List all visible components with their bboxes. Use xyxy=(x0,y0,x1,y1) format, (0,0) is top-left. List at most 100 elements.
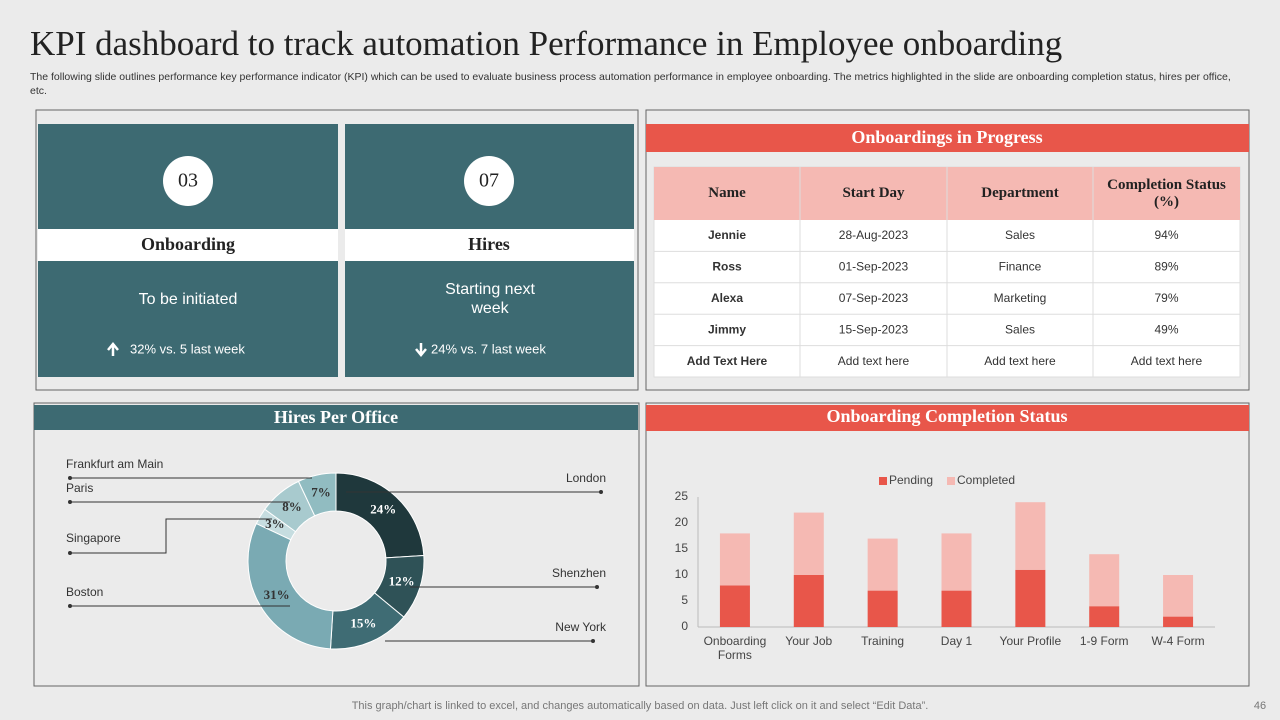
panel xyxy=(33,402,640,687)
table-cell: 01-Sep-2023 xyxy=(839,260,909,274)
column-header: Completion Status (%) xyxy=(1107,176,1226,210)
table-cell: Finance xyxy=(999,260,1042,274)
x-tick-label: Onboarding Forms xyxy=(703,634,767,662)
leader-dot xyxy=(591,639,595,643)
column-header: Department xyxy=(981,185,1059,201)
leader-dot xyxy=(68,551,72,555)
panel xyxy=(645,109,1250,391)
kpi-status: To be initiated xyxy=(139,291,238,308)
data-label: 24% xyxy=(370,502,396,517)
donut-slice xyxy=(297,472,337,517)
leader-line xyxy=(70,518,272,554)
bar-segment xyxy=(1163,575,1194,617)
table-cell: 79% xyxy=(1154,291,1178,305)
category-label: Singapore xyxy=(66,531,121,545)
bar-segment xyxy=(793,575,824,627)
x-tick-label: Your Job xyxy=(785,634,833,648)
table-cell: Sales xyxy=(1005,228,1035,242)
category-label: Shenzhen xyxy=(552,566,606,580)
x-tick-label: Your Profile xyxy=(999,634,1062,648)
bar-segment xyxy=(719,585,750,627)
panel xyxy=(645,402,1250,687)
card-bottom xyxy=(38,261,338,377)
bar-segment xyxy=(867,590,898,627)
legend-swatch xyxy=(947,477,955,485)
category-label: New York xyxy=(555,620,607,634)
category-label: Frankfurt am Main xyxy=(66,457,163,471)
up-arrow xyxy=(107,342,119,356)
chart-title: Hires Per Office xyxy=(274,407,398,427)
x-tick-label: Training xyxy=(861,634,905,648)
table-title: Onboardings in Progress xyxy=(851,127,1042,147)
data-label: 12% xyxy=(389,573,415,588)
page-number: 46 xyxy=(1254,700,1266,712)
number-circle xyxy=(464,156,514,206)
y-tick-label: 5 xyxy=(681,593,688,607)
legend-label: Pending xyxy=(889,473,933,487)
category-label: Paris xyxy=(66,481,93,495)
y-tick-label: 10 xyxy=(675,567,689,581)
table-cell: Add text here xyxy=(1131,354,1203,368)
table-cell: Jennie xyxy=(708,228,746,242)
legend-swatch xyxy=(879,477,887,485)
table-cell: 07-Sep-2023 xyxy=(839,291,909,305)
data-label: 15% xyxy=(350,615,376,630)
x-tick-label: Day 1 xyxy=(940,634,973,648)
table-cell: 94% xyxy=(1154,228,1178,242)
data-label: 8% xyxy=(282,499,302,514)
chart-header-bar xyxy=(646,405,1249,431)
card-band xyxy=(38,229,338,261)
bar-segment xyxy=(1015,569,1046,627)
table-cell: 28-Aug-2023 xyxy=(839,228,909,242)
chart-title: Onboarding Completion Status xyxy=(826,406,1067,426)
footer-note: This graph/chart is linked to excel, and… xyxy=(351,700,929,712)
column-header: Name xyxy=(708,185,746,201)
column-header: Start Day xyxy=(842,185,905,201)
subtitle: The following slide outlines performance… xyxy=(30,71,1231,97)
kpi-status: Starting next week xyxy=(445,281,535,317)
kpi-trend: 32% vs. 5 last week xyxy=(130,341,245,356)
bar-segment xyxy=(719,533,750,586)
card-band xyxy=(345,229,634,261)
table-cell: 49% xyxy=(1154,322,1178,336)
card-bottom xyxy=(345,261,634,377)
table-cell: Add text here xyxy=(984,354,1056,368)
kpi-number: 07 xyxy=(479,170,499,192)
y-tick-label: 25 xyxy=(675,489,689,503)
kpi-trend: 24% vs. 7 last week xyxy=(431,341,546,356)
bar-segment xyxy=(941,533,972,591)
category-label: London xyxy=(566,471,606,485)
y-tick-label: 0 xyxy=(681,619,688,633)
kpi-label: Hires xyxy=(468,234,510,254)
bar-segment xyxy=(941,590,972,627)
panel xyxy=(35,109,639,391)
data-label: 7% xyxy=(311,485,331,500)
leader-dot xyxy=(68,500,72,504)
x-tick-label: W-4 Form xyxy=(1151,634,1205,648)
bar-segment xyxy=(793,512,824,575)
kpi-number: 03 xyxy=(178,170,198,192)
title: KPI dashboard to track automation Perfor… xyxy=(30,24,1063,63)
table-cell: 15-Sep-2023 xyxy=(839,322,909,336)
table-cell: Add text here xyxy=(838,354,910,368)
bar-segment xyxy=(1163,616,1194,627)
y-tick-label: 20 xyxy=(675,515,689,529)
legend-label: Completed xyxy=(957,473,1015,487)
donut-slice xyxy=(247,522,334,650)
chart-header-bar xyxy=(34,405,638,430)
bar-segment xyxy=(867,538,898,591)
bar-segment xyxy=(1015,502,1046,570)
kpi-label: Onboarding xyxy=(141,234,235,254)
bar-segment xyxy=(1089,554,1120,607)
table-cell: Ross xyxy=(712,260,742,274)
table-header-bar xyxy=(646,124,1249,152)
table-cell: 89% xyxy=(1154,260,1178,274)
leader-dot xyxy=(68,476,72,480)
y-tick-label: 15 xyxy=(675,541,689,555)
down-arrow xyxy=(415,343,427,357)
leader-dot xyxy=(68,604,72,608)
x-tick-label: 1-9 Form xyxy=(1079,634,1129,648)
table-cell: Add Text Here xyxy=(687,354,768,368)
